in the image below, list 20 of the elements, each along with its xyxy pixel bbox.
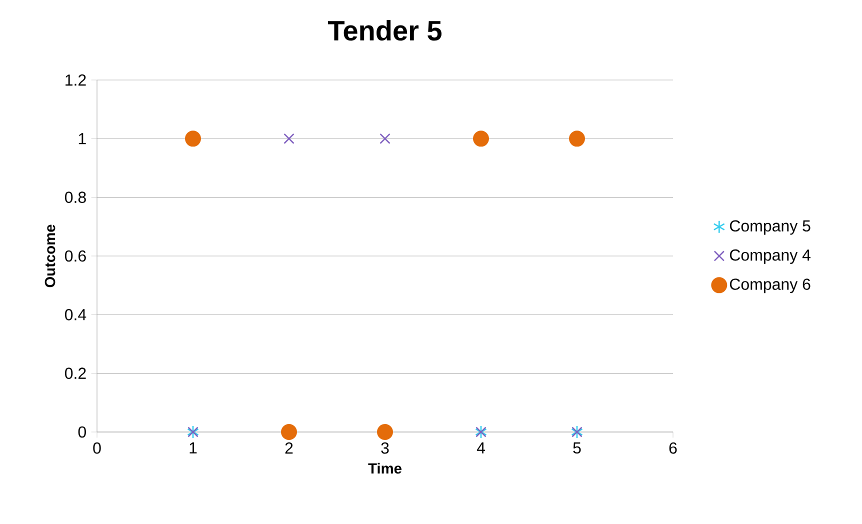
x-tick-label: 2 [285,442,293,454]
y-tick-label: 0.6 [64,250,86,262]
x-tick-label: 6 [669,442,677,454]
y-tick-label: 0.8 [64,192,86,203]
legend-label: Company 4 [730,249,810,264]
x-tick-label: 5 [573,442,581,454]
x-axis-title: Time [368,462,402,474]
x-tick-label: 3 [381,442,389,454]
y-axis-title: Outcome [44,224,56,288]
x-tick-label: 1 [190,442,197,454]
legend-label: Company 5 [730,220,810,235]
y-tick-label: 0.4 [64,309,86,320]
legend-label: Company 6 [730,278,810,294]
y-tick-label: 0.2 [64,368,86,379]
y-tick-label: 1.2 [66,74,86,86]
y-tick-label: 0 [78,426,86,438]
x-tick-label: 0 [93,442,101,454]
chart-title: Tender 5 [328,20,442,41]
x-tick-label: 4 [476,442,485,454]
y-tick-label: 1 [78,133,86,144]
